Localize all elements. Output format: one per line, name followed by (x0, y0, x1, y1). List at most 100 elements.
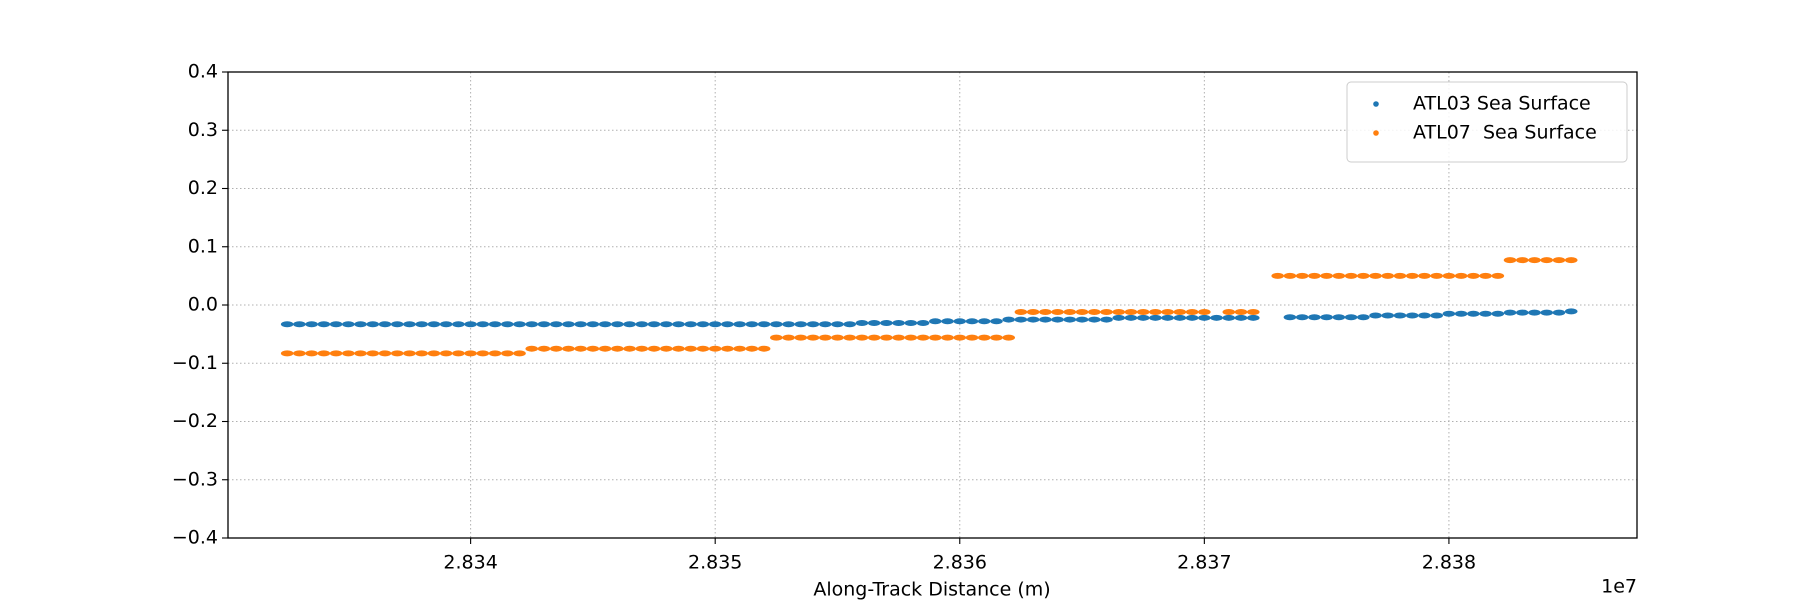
scatter-point (501, 350, 514, 357)
scatter-point (1418, 272, 1431, 279)
x-axis-label: Along-Track Distance (m) (813, 579, 1050, 600)
scatter-point (366, 350, 380, 357)
scatter-point (525, 321, 539, 328)
scatter-point (1515, 257, 1529, 264)
scatter-point (1369, 272, 1382, 279)
scatter-point (1467, 272, 1480, 279)
scatter-point (501, 321, 514, 328)
x-tick-label: 2.838 (1422, 552, 1476, 574)
scatter-point (1002, 316, 1015, 323)
scatter-point (354, 321, 367, 328)
scatter-point (843, 321, 857, 328)
scatter-point (280, 321, 294, 328)
scatter-point (403, 321, 416, 328)
scatter-point (782, 321, 795, 328)
x-tick-label: 2.837 (1177, 552, 1231, 574)
scatter-point (867, 320, 881, 327)
scatter-point (549, 345, 563, 352)
scatter-point (1344, 272, 1358, 279)
scatter-point (745, 345, 759, 352)
scatter-point (941, 334, 954, 341)
scatter-point (464, 350, 477, 357)
scatter-point (1014, 316, 1028, 323)
scatter-point (1234, 314, 1248, 321)
scatter-point (806, 321, 820, 328)
scatter-point (390, 321, 404, 328)
scatter-point (672, 345, 685, 352)
scatter-point (574, 345, 587, 352)
scatter-point (1503, 309, 1517, 316)
scatter-point (1357, 272, 1370, 279)
scatter-point (1136, 314, 1150, 321)
scatter-point (1540, 257, 1554, 264)
scatter-point (439, 350, 453, 357)
scatter-point (1442, 272, 1456, 279)
scatter-point (1320, 272, 1333, 279)
scatter-point (990, 334, 1003, 341)
scatter-point (1002, 334, 1015, 341)
y-tick-label: −0.4 (172, 527, 218, 549)
scatter-point (1515, 309, 1529, 316)
scatter-point (1467, 310, 1480, 317)
scatter-point (1087, 316, 1101, 323)
scatter-point (1405, 272, 1419, 279)
scatter-point (537, 321, 551, 328)
scatter-point (1161, 308, 1174, 315)
scatter-point (1173, 314, 1187, 321)
scatter-point (1039, 308, 1052, 315)
legend: ATL03 Sea Surface ATL07 Sea Surface (1346, 81, 1628, 163)
scatter-point (916, 334, 930, 341)
scatter-point (1528, 257, 1541, 264)
scatter-point (464, 321, 477, 328)
scatter-point (953, 318, 967, 325)
scatter-point (1528, 309, 1541, 316)
scatter-point (867, 334, 881, 341)
scatter-point (916, 320, 930, 327)
scatter-point (757, 345, 771, 352)
scatter-point (1087, 308, 1101, 315)
scatter-point (1149, 314, 1162, 321)
scatter-point (647, 345, 661, 352)
plot-area (228, 71, 1637, 539)
scatter-point (598, 345, 612, 352)
scatter-point (1246, 308, 1260, 315)
scatter-point (1405, 312, 1419, 319)
scatter-point (684, 321, 698, 328)
scatter-point (562, 321, 575, 328)
scatter-point (1479, 272, 1492, 279)
scatter-point (1210, 314, 1223, 321)
scatter-point (1112, 314, 1126, 321)
scatter-point (721, 321, 734, 328)
scatter-point (733, 345, 746, 352)
scatter-point (892, 320, 905, 327)
scatter-point (818, 334, 832, 341)
scatter-point (513, 321, 526, 328)
scatter-point (537, 345, 551, 352)
scatter-point (1100, 308, 1113, 315)
scatter-point (403, 350, 416, 357)
scatter-point (513, 350, 526, 357)
scatter-point (1283, 314, 1297, 321)
y-tick-label: 0.1 (188, 235, 218, 257)
scatter-point (329, 321, 343, 328)
scatter-point (1430, 272, 1443, 279)
scatter-point (1234, 308, 1248, 315)
scatter-point (427, 350, 441, 357)
scatter-point (659, 345, 673, 352)
scatter-point (696, 345, 710, 352)
scatter-point (659, 321, 673, 328)
scatter-point (366, 321, 380, 328)
scatter-point (317, 350, 331, 357)
scatter-point (1246, 314, 1260, 321)
y-tick-label: −0.3 (172, 468, 218, 490)
scatter-point (1454, 272, 1468, 279)
scatter-point (1026, 308, 1040, 315)
y-tick-label: 0.0 (188, 294, 218, 316)
scatter-point (1185, 308, 1199, 315)
scatter-point (1124, 314, 1138, 321)
scatter-point (1357, 314, 1370, 321)
scatter-point (977, 334, 991, 341)
scatter-point (806, 334, 820, 341)
scatter-point (452, 321, 465, 328)
scatter-point (1198, 314, 1211, 321)
